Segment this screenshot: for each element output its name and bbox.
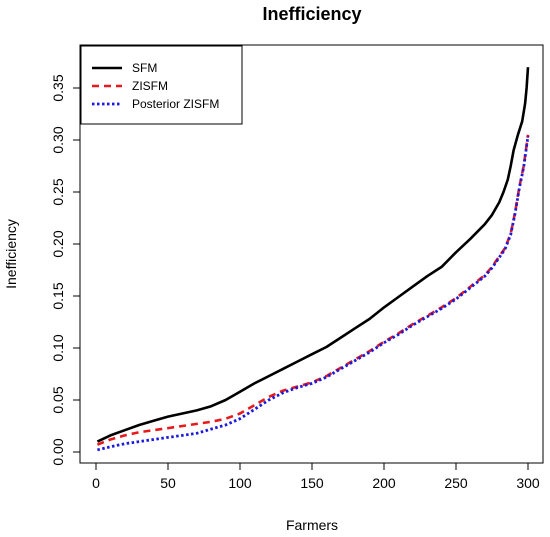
y-tick-label: 0.30 — [50, 126, 66, 153]
legend-label: Posterior ZISFM — [132, 97, 219, 111]
x-tick-label: 300 — [516, 475, 540, 491]
chart-title: Inefficiency — [262, 4, 361, 24]
x-axis: 0 50 100 150 200 250 300 — [92, 462, 540, 491]
y-axis: 0.00 0.05 0.10 0.15 0.20 0.25 0.30 0.35 — [50, 74, 81, 466]
y-tick-label: 0.00 — [50, 438, 66, 465]
series-line-0 — [96, 67, 530, 443]
y-axis-label: Inefficiency — [3, 219, 19, 289]
x-axis-label: Farmers — [286, 517, 338, 533]
x-tick-label: 100 — [228, 475, 252, 491]
y-tick-label: 0.05 — [50, 386, 66, 413]
y-tick-label: 0.15 — [50, 282, 66, 309]
y-tick-label: 0.35 — [50, 74, 66, 101]
x-tick-label: 200 — [372, 475, 396, 491]
series-layer — [96, 67, 530, 452]
x-tick-label: 0 — [92, 475, 100, 491]
legend-label: SFM — [132, 61, 157, 75]
x-tick-label: 250 — [444, 475, 468, 491]
series-line-1 — [96, 134, 530, 446]
y-tick-label: 0.25 — [50, 178, 66, 205]
x-tick-label: 50 — [160, 475, 176, 491]
y-tick-label: 0.20 — [50, 230, 66, 257]
legend-label: ZISFM — [132, 79, 168, 93]
y-tick-label: 0.10 — [50, 334, 66, 361]
series-line-2 — [97, 135, 530, 452]
x-tick-label: 150 — [300, 475, 324, 491]
legend: SFM ZISFM Posterior ZISFM — [80, 45, 243, 125]
